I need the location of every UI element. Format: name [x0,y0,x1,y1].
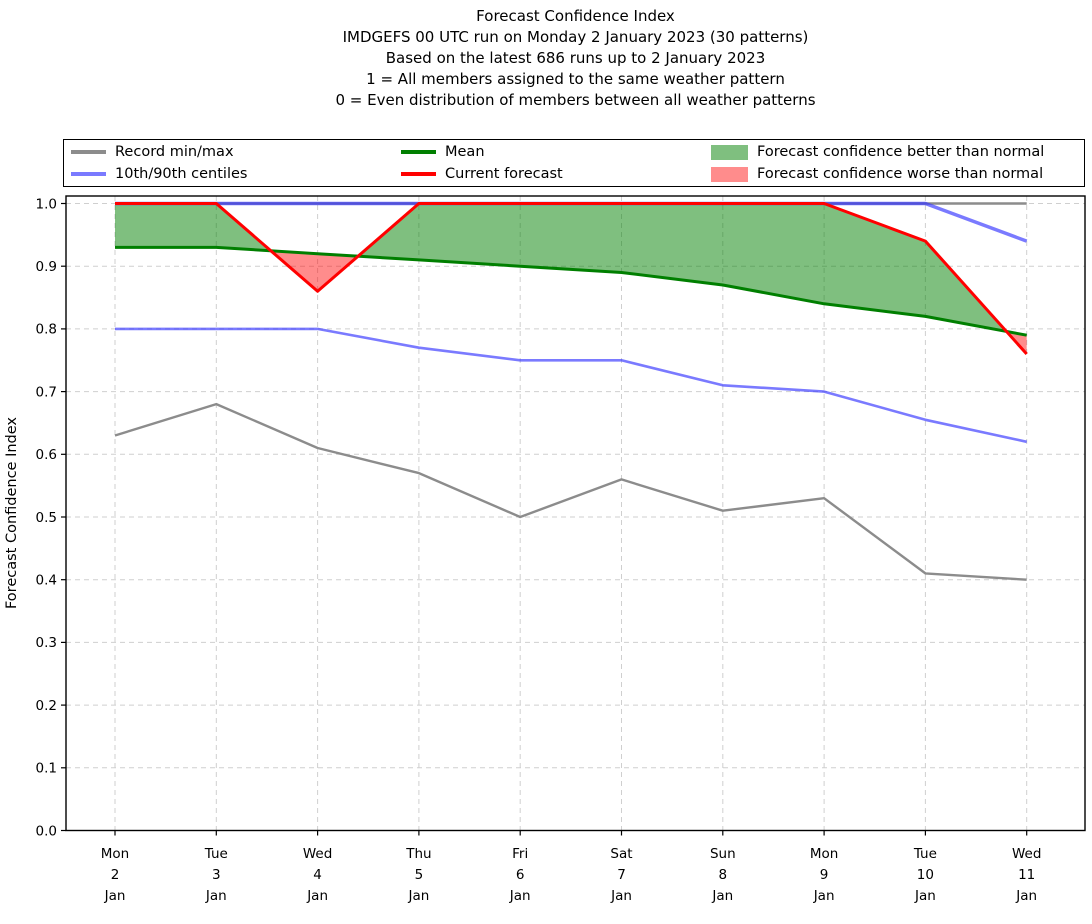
series-line-record-min [114,402,1027,581]
x-tick-label: 3 [212,867,221,883]
x-tick-label: 5 [415,867,424,883]
x-tick-label: 8 [719,867,728,883]
x-tick-label: Mon [101,846,129,862]
chart-subtitle-3: 1 = All members assigned to the same wea… [366,70,785,88]
y-tick-label: 0.1 [36,761,57,777]
legend-item-mean: Mean [401,142,711,163]
legend-label-worse-than-normal: Forecast confidence worse than normal [757,166,1044,182]
legend-swatch-centiles [71,172,106,176]
x-tick-label: Jan [813,888,835,904]
x-tick-label: 9 [820,867,829,883]
x-tick-label: Jan [1015,888,1037,904]
x-tick-label: Mon [810,846,838,862]
legend-label-current-forecast: Current forecast [445,166,563,182]
legend-swatch-current-forecast [401,172,436,176]
x-tick-label: Jan [407,888,429,904]
legend-item-centiles: 10th/90th centiles [71,164,401,185]
legend-label-record-minmax: Record min/max [115,144,234,160]
fill-worse-than-normal [270,250,359,292]
y-tick-label: 0.0 [36,823,57,839]
legend-label-mean: Mean [445,144,485,160]
series-line-current-forecast [115,202,1028,356]
legend-column-1: Record min/max 10th/90th centiles [71,142,401,185]
legend: Record min/max 10th/90th centiles Mean C… [63,139,1085,187]
chart-title: Forecast Confidence Index [476,7,675,25]
y-tick-label: 0.9 [36,259,57,275]
x-tick-label: Tue [913,846,937,862]
y-tick-label: 0.3 [36,635,57,651]
legend-column-2: Mean Current forecast [401,142,711,185]
x-tick-label: 6 [516,867,525,883]
x-tick-label: Sun [710,846,736,862]
y-tick-label: 0.7 [36,384,57,400]
series-line-mean [115,245,1027,337]
legend-swatch-worse-than-normal [711,166,748,182]
y-tick-label: 1.0 [36,196,57,212]
legend-item-worse-than-normal: Forecast confidence worse than normal [711,164,1084,185]
x-tick-label: Jan [914,888,936,904]
legend-item-record-minmax: Record min/max [71,142,401,163]
x-tick-label: Jan [205,888,227,904]
x-tick-label: Jan [610,888,632,904]
y-tick-label: 0.2 [36,698,57,714]
x-tick-label: Jan [104,888,126,904]
x-tick-label: 11 [1018,867,1035,883]
legend-swatch-better-than-normal [711,144,748,160]
legend-column-3: Forecast confidence better than normal F… [711,142,1084,185]
x-tick-label: Thu [405,846,431,862]
y-tick-label: 0.4 [36,573,57,589]
x-tick-label: Sat [610,846,632,862]
x-tick-label: 2 [111,867,120,883]
chart-subtitle-2: Based on the latest 686 runs up to 2 Jan… [385,49,766,67]
x-tick-label: Fri [512,846,528,862]
x-tick-label: 4 [313,867,322,883]
x-tick-label: Wed [1012,846,1041,862]
chart-subtitle-1: IMDGEFS 00 UTC run on Monday 2 January 2… [342,28,809,46]
fill-better-than-normal [115,203,271,251]
chart-subtitle-4: 0 = Even distribution of members between… [335,91,816,109]
x-tick-label: 7 [617,867,626,883]
legend-label-centiles: 10th/90th centiles [115,166,248,182]
y-tick-label: 0.5 [36,510,57,526]
plot-border [65,195,1086,832]
series-line-10th-centile [115,327,1027,444]
legend-item-current-forecast: Current forecast [401,164,711,185]
legend-label-better-than-normal: Forecast confidence better than normal [757,144,1045,160]
x-tick-label: Jan [711,888,733,904]
y-tick-label: 0.8 [36,322,57,338]
chart-title-block: Forecast Confidence Index IMDGEFS 00 UTC… [66,6,1085,111]
x-tick-label: 10 [917,867,934,883]
x-tick-label: Tue [204,846,228,862]
x-tick-label: Jan [509,888,531,904]
legend-swatch-record-minmax [71,150,106,154]
legend-swatch-mean [401,150,436,154]
fill-better-than-normal [358,203,1007,332]
x-tick-label: Wed [303,846,332,862]
y-tick-label: 0.6 [36,447,57,463]
x-tick-label: Jan [306,888,328,904]
legend-item-better-than-normal: Forecast confidence better than normal [711,142,1084,163]
y-axis-label: Forecast Confidence Index [4,417,20,609]
